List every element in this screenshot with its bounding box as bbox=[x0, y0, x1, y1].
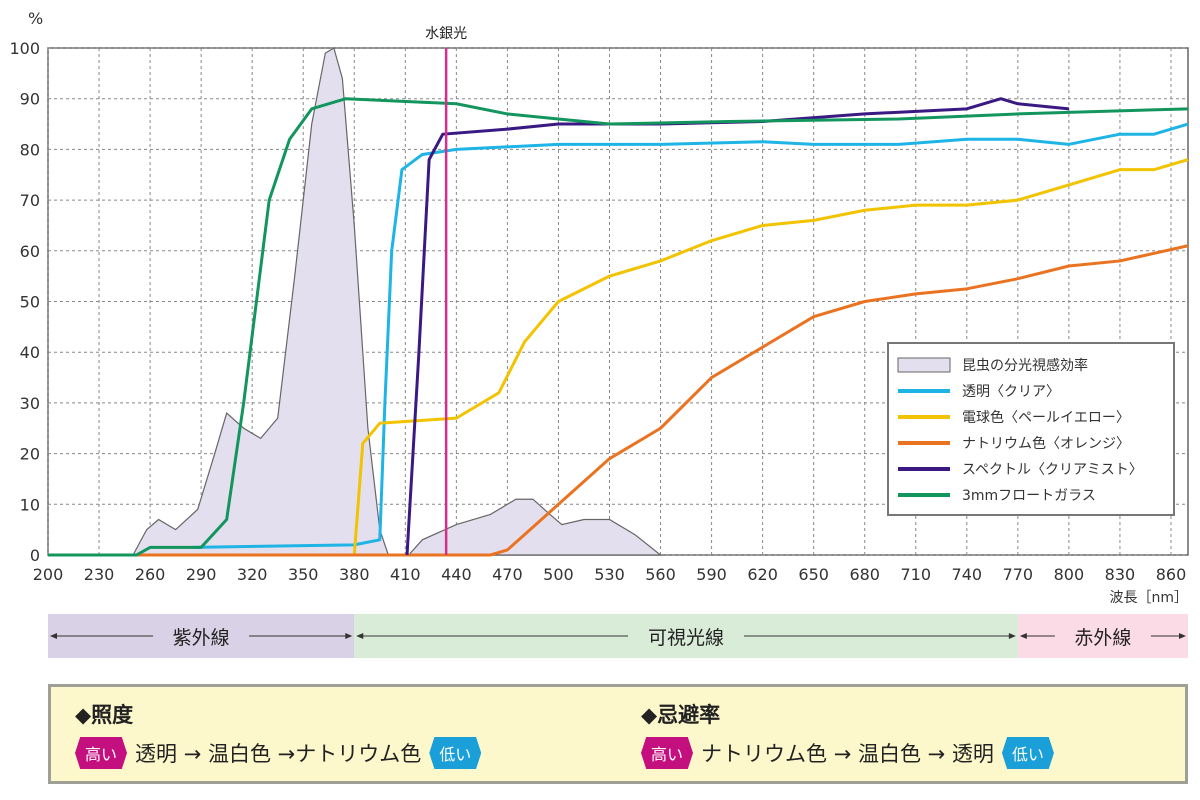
series-line-1 bbox=[192, 122, 1189, 549]
band-label: 紫外線 bbox=[173, 627, 230, 649]
illuminance-section: ◆照度 高い 透明 → 温白色 →ナトリウム色 低い bbox=[75, 699, 489, 769]
y-tick-label: 10 bbox=[20, 495, 40, 514]
low-tag: 低い bbox=[1001, 737, 1054, 769]
y-tick-label: 100 bbox=[9, 39, 40, 58]
arrowhead-icon bbox=[1019, 633, 1027, 639]
avoidance-section: ◆忌避率 高い ナトリウム色 → 温白色 → 透明 低い bbox=[641, 699, 1062, 769]
legend-label: 電球色〈ペールイエロー〉 bbox=[962, 409, 1130, 426]
y-tick-label: 80 bbox=[20, 140, 40, 159]
legend-label: ナトリウム色〈オレンジ〉 bbox=[962, 435, 1130, 452]
y-tick-label: 70 bbox=[20, 191, 40, 210]
arrowhead-icon bbox=[50, 633, 57, 639]
series-line-2 bbox=[48, 158, 1189, 557]
x-tick-label: 710 bbox=[900, 565, 931, 584]
series-area-insect bbox=[132, 47, 663, 556]
x-tick-label: 740 bbox=[952, 565, 983, 584]
y-tick-label: 20 bbox=[20, 445, 40, 464]
legend-swatch bbox=[897, 357, 951, 373]
x-tick-label: 860 bbox=[1156, 565, 1187, 584]
band-label: 赤外線 bbox=[1074, 627, 1131, 649]
x-tick-label: 800 bbox=[1054, 565, 1085, 584]
x-tick-label: 350 bbox=[288, 565, 319, 584]
y-tick-label: 60 bbox=[20, 242, 40, 261]
arrowhead-icon bbox=[356, 633, 364, 639]
x-tick-label: 680 bbox=[849, 565, 880, 584]
series-line-5 bbox=[48, 97, 1189, 557]
x-tick-label: 410 bbox=[390, 565, 421, 584]
x-tick-label: 620 bbox=[747, 565, 778, 584]
y-tick-label: 90 bbox=[20, 90, 40, 109]
x-tick-label: 260 bbox=[135, 565, 166, 584]
series-line-3 bbox=[48, 244, 1189, 557]
x-tick-label: 650 bbox=[798, 565, 829, 584]
x-tick-label: 380 bbox=[339, 565, 370, 584]
x-tick-label: 560 bbox=[645, 565, 676, 584]
y-tick-label: 0 bbox=[30, 546, 40, 565]
low-tag: 低い bbox=[429, 737, 482, 769]
x-tick-label: 200 bbox=[33, 565, 64, 584]
legend-label: 3mmフロートガラス bbox=[962, 488, 1096, 504]
y-tick-label: 40 bbox=[20, 343, 40, 362]
y-unit-label: % bbox=[28, 9, 43, 28]
x-tick-label: 830 bbox=[1105, 565, 1136, 584]
band-label: 可視光線 bbox=[648, 627, 724, 649]
x-tick-label: 440 bbox=[441, 565, 472, 584]
high-tag: 高い bbox=[641, 737, 694, 769]
spectral-chart: 200 230 260 290 320 350 380 410 440 470 500 530 560 5… bbox=[9, 9, 1189, 658]
x-tick-label: 290 bbox=[186, 565, 217, 584]
arrowhead-icon bbox=[345, 633, 353, 639]
illuminance-title: ◆照度 bbox=[75, 703, 134, 727]
avoidance-order: ナトリウム色 → 温白色 → 透明 bbox=[701, 742, 994, 766]
x-axis-label: 波長［nm］ bbox=[1109, 590, 1188, 606]
x-tick-label: 470 bbox=[492, 565, 523, 584]
avoidance-title: ◆忌避率 bbox=[641, 703, 721, 727]
x-tick-label: 500 bbox=[543, 565, 574, 584]
illuminance-order: 透明 → 温白色 →ナトリウム色 bbox=[135, 742, 422, 766]
x-tick-label: 590 bbox=[696, 565, 727, 584]
legend-label: 昆虫の分光視感効率 bbox=[962, 357, 1088, 374]
arrowhead-icon bbox=[1008, 633, 1016, 639]
high-tag: 高い bbox=[75, 737, 128, 769]
legend-label: スペクトル〈クリアミスト〉 bbox=[962, 462, 1143, 478]
x-tick-label: 530 bbox=[594, 565, 625, 584]
mercury-label: 水銀光 bbox=[425, 26, 467, 42]
arrowhead-icon bbox=[1179, 633, 1186, 639]
x-tick-label: 770 bbox=[1003, 565, 1034, 584]
y-tick-label: 50 bbox=[20, 293, 40, 312]
x-tick-label: 320 bbox=[237, 565, 268, 584]
y-tick-label: 30 bbox=[20, 394, 40, 413]
legend-label: 透明〈クリア〉 bbox=[962, 384, 1060, 400]
x-tick-label: 230 bbox=[84, 565, 115, 584]
info-box: ◆照度 高い 透明 → 温白色 →ナトリウム色 低い ◆忌避率 高い ナトリウム色 →… bbox=[48, 684, 1188, 784]
